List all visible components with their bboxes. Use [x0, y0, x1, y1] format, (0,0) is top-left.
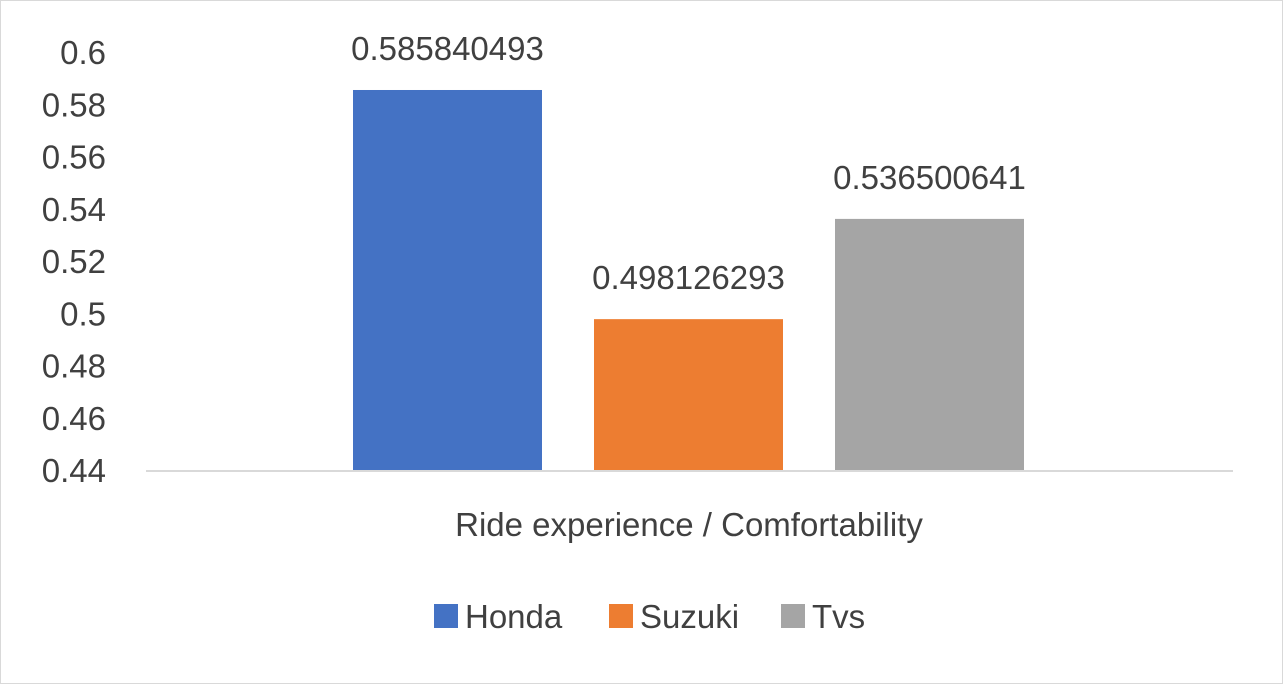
y-tick-label: 0.54	[42, 191, 106, 228]
category-label: Ride experience / Comfortability	[455, 506, 923, 543]
y-tick-label: 0.46	[42, 400, 106, 437]
y-tick-label: 0.6	[60, 34, 106, 71]
y-tick-label: 0.52	[42, 243, 106, 280]
bar-suzuki	[594, 319, 783, 471]
legend-label-suzuki: Suzuki	[640, 598, 739, 635]
data-label-honda: 0.585840493	[351, 30, 544, 67]
legend-swatch-honda	[434, 604, 458, 628]
data-label-tvs: 0.536500641	[833, 159, 1026, 196]
legend-label-honda: Honda	[465, 598, 563, 635]
y-tick-label: 0.48	[42, 348, 106, 385]
y-axis: 0.44 0.46 0.48 0.5 0.52 0.54 0.56 0.58 0.6	[42, 34, 106, 489]
legend: Honda Suzuki Tvs	[434, 598, 865, 635]
legend-label-tvs: Tvs	[812, 598, 865, 635]
y-tick-label: 0.58	[42, 86, 106, 123]
y-tick-label: 0.56	[42, 139, 106, 176]
legend-swatch-tvs	[781, 604, 805, 628]
data-labels: 0.585840493 0.498126293 0.536500641	[351, 30, 1026, 296]
y-tick-label: 0.44	[42, 452, 106, 489]
bar-honda	[353, 89, 542, 472]
bar-tvs	[835, 218, 1024, 471]
bars	[353, 89, 1024, 472]
legend-swatch-suzuki	[609, 604, 633, 628]
data-label-suzuki: 0.498126293	[592, 259, 785, 296]
y-tick-label: 0.5	[60, 295, 106, 332]
